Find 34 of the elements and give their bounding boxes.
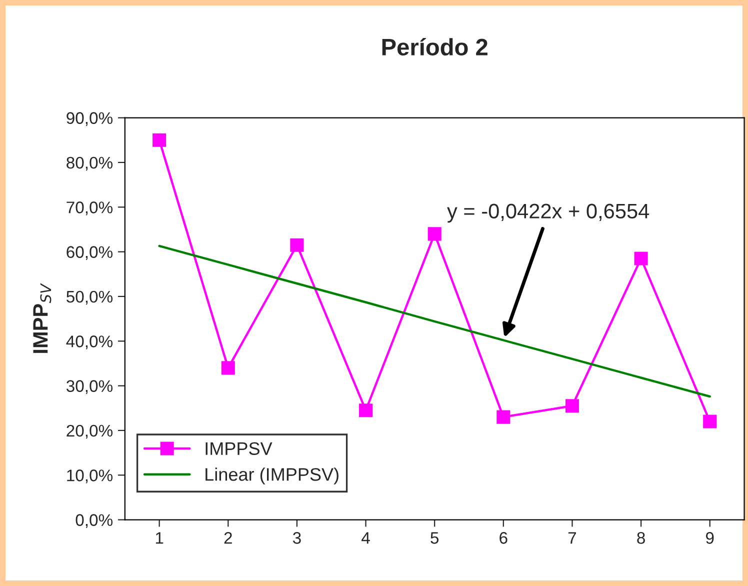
chart-title: Período 2 — [382, 38, 488, 56]
point — [565, 399, 579, 413]
x-tick-label: 8 — [637, 532, 645, 544]
x-tick-label: 3 — [292, 532, 301, 544]
x-tick-label: 2 — [224, 532, 232, 544]
y-tick-label: 0,0% — [76, 514, 113, 528]
x-tick-label: 4 — [362, 532, 370, 544]
point — [634, 252, 648, 266]
y-tick-label: 70,0% — [66, 202, 113, 216]
y-tick-label: 20,0% — [66, 424, 113, 439]
x-tick-label: 1 — [156, 532, 164, 544]
legend-label: IMPPSV — [206, 442, 272, 455]
y-tick-label: 40,0% — [66, 336, 113, 350]
y-tick-label: 80,0% — [66, 156, 113, 171]
x-tick-label: 7 — [568, 532, 576, 544]
y-tick-label: 30,0% — [66, 380, 113, 394]
point — [290, 238, 304, 252]
line-series — [158, 244, 711, 398]
y-tick-label: 90,0% — [66, 112, 113, 126]
point — [703, 414, 717, 428]
y-tick-label: 50,0% — [66, 290, 113, 305]
point — [496, 410, 510, 424]
point — [359, 404, 373, 418]
annotation: y = -0,0422x + 0,6554 — [447, 204, 650, 223]
point — [221, 361, 235, 375]
y-tick-label: 60,0% — [66, 246, 113, 260]
x-tick-label: 5 — [430, 532, 439, 544]
legend-label: Linear (IMPPSV) — [206, 468, 338, 484]
x-tick-label: 9 — [706, 532, 714, 544]
y-tick-label: 10,0% — [67, 470, 113, 484]
y-axis-title: IMPP$_{SV}$ — [33, 283, 52, 353]
x-tick-label: 6 — [500, 532, 508, 544]
point — [428, 227, 442, 241]
point — [152, 133, 166, 147]
